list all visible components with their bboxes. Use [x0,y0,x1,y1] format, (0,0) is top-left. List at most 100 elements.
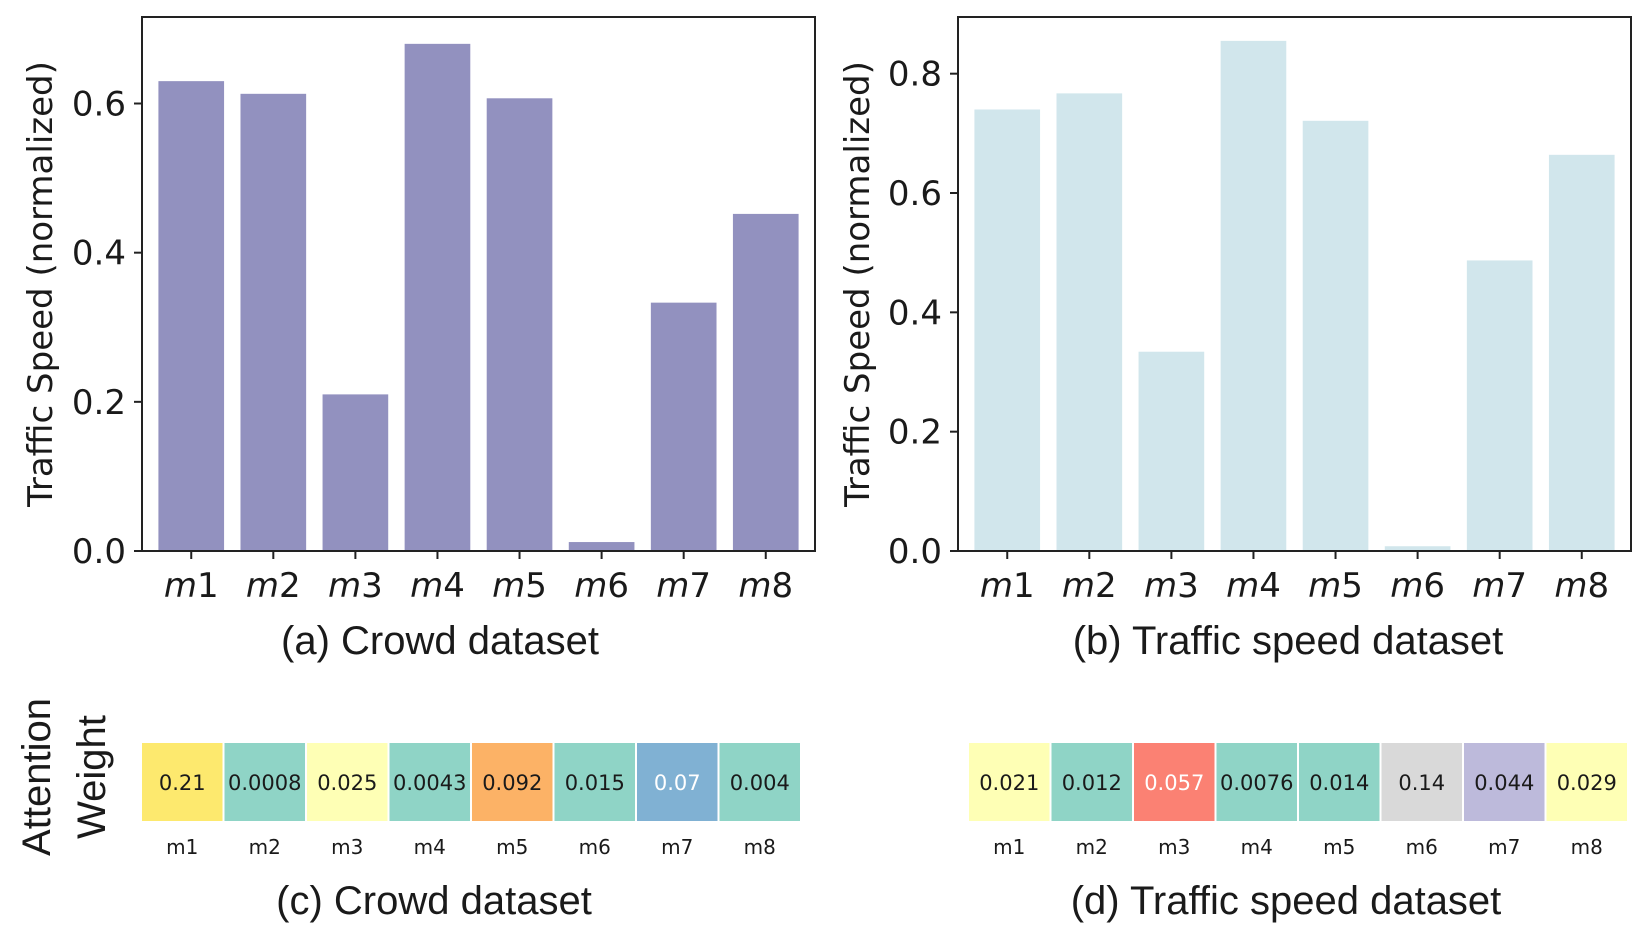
y-tick-label: 0.0 [72,532,126,572]
cell-label-m1: m1 [993,835,1025,859]
y-axis-label: Traffic Speed (normalized) [21,61,61,508]
caption-b: (b) Traffic speed dataset [1073,619,1504,663]
cell-label-m7: m7 [661,835,693,859]
y-tick-label: 0.6 [72,85,126,125]
bar-m4 [1220,40,1287,552]
heatmap-cell-m6 [552,741,637,823]
cell-value-m5: 0.092 [482,771,542,795]
y-tick-label: 0.8 [888,55,942,95]
bar-m6 [568,542,635,551]
cell-value-m7: 0.07 [654,771,701,795]
cell-value-m6: 0.015 [565,771,625,795]
plot-frame [957,16,1632,552]
cell-label-m7: m7 [1488,835,1520,859]
crowd-bar-chart: 0.0 0.2 0.4 0.6 m1 m2 m3 m4 m5 m6 m7 m8 Traffic Sp… [21,16,816,663]
cell-label-m3: m3 [331,835,363,859]
x-tick-label-m6: m6 [574,566,629,606]
y-tick-label: 0.4 [888,293,942,333]
x-tick-label-m7: m7 [1472,566,1527,606]
x-tick-label-m2: m2 [1062,566,1117,606]
bar-m5 [486,98,553,551]
cell-value-m1: 0.21 [159,771,206,795]
heatmap-cell-m8 [1544,741,1629,823]
heatmap-cell-m6 [1379,741,1464,823]
cell-label-m4: m4 [414,835,446,859]
x-tick-label-m4: m4 [410,566,465,606]
cell-label-m6: m6 [1406,835,1438,859]
attention-label-line1: Attention [15,698,59,856]
traffic-speed-bar-chart: 0.0 0.2 0.4 0.6 0.8 m1 m2 m3 m4 m5 m6 m7 m8 Traffic… [838,16,1632,663]
heatmap-cell-m2 [1049,741,1134,823]
cell-value-m4: 0.0076 [1220,771,1293,795]
bar-m7 [650,302,717,551]
crowd-attention-heatmap: 0.21 m1 0.0008 m2 0.025 m3 0.0043 m4 0.092 m5 0.01… [140,741,802,923]
heatmap-cell-m7 [1462,741,1547,823]
x-tick-label-m7: m7 [656,566,711,606]
cell-label-m8: m8 [1571,835,1603,859]
x-tick-label-m8: m8 [1554,566,1609,606]
y-tick-label: 0.0 [888,532,942,572]
heatmap-cell-m8 [717,741,802,823]
caption-a: (a) Crowd dataset [281,619,599,663]
bar-m8 [1548,154,1615,552]
x-tick-label-m6: m6 [1390,566,1445,606]
heatmap-cell-m4 [387,741,472,823]
bar-m3 [322,394,389,551]
heatmap-cell-m5 [470,741,555,823]
bar-m8 [732,213,799,551]
heatmap-cell-m1 [967,741,1052,823]
bar-m2 [240,93,307,552]
cell-value-m3: 0.057 [1144,771,1204,795]
bar-m4 [404,43,471,552]
plot-frame [141,16,816,552]
cell-label-m5: m5 [496,835,528,859]
heatmap-cell-m3 [1132,741,1217,823]
bar-m7 [1466,260,1533,551]
bar-m2 [1056,93,1123,552]
caption-c: (c) Crowd dataset [276,879,592,923]
cell-value-m4: 0.0043 [393,771,466,795]
caption-d: (d) Traffic speed dataset [1071,879,1502,923]
bar-m1 [158,81,225,552]
x-tick-label-m3: m3 [1144,566,1199,606]
heatmap-cell-m1 [140,741,225,823]
cell-value-m2: 0.012 [1062,771,1122,795]
cell-value-m8: 0.004 [730,771,790,795]
bar-m6 [1384,546,1451,551]
cell-value-m5: 0.014 [1309,771,1369,795]
cell-label-m4: m4 [1241,835,1273,859]
x-tick-label-m4: m4 [1226,566,1281,606]
x-tick-label-m2: m2 [246,566,301,606]
cell-label-m6: m6 [579,835,611,859]
x-tick-label-m1: m1 [980,566,1035,606]
cell-value-m1: 0.021 [979,771,1039,795]
x-tick-label-m8: m8 [738,566,793,606]
x-tick-label-m3: m3 [328,566,383,606]
x-tick-label-m5: m5 [1308,566,1363,606]
attention-label-line2: Weight [70,715,114,839]
heatmap-cell-m3 [305,741,390,823]
y-tick-label: 0.4 [72,234,126,274]
cell-value-m7: 0.044 [1474,771,1534,795]
cell-value-m2: 0.0008 [228,771,301,795]
bar-m1 [974,109,1041,552]
y-axis-label: Traffic Speed (normalized) [838,61,878,508]
bar-m5 [1302,120,1369,551]
cell-label-m8: m8 [744,835,776,859]
y-tick-label: 0.6 [888,174,942,214]
attention-weight-label: Attention Weight [15,698,114,856]
cell-label-m1: m1 [166,835,198,859]
cell-label-m5: m5 [1323,835,1355,859]
cell-value-m6: 0.14 [1398,771,1445,795]
cell-value-m8: 0.029 [1557,771,1617,795]
y-tick-label: 0.2 [888,413,942,453]
heatmap-cell-m2 [222,741,307,823]
cell-value-m3: 0.025 [317,771,377,795]
y-tick-label: 0.2 [72,383,126,423]
cell-label-m3: m3 [1158,835,1190,859]
bar-m3 [1138,351,1205,551]
traffic-speed-attention-heatmap: 0.021 m1 0.012 m2 0.057 m3 0.0076 m4 0.014 m5 0.14… [967,741,1629,923]
cell-label-m2: m2 [249,835,281,859]
cell-label-m2: m2 [1076,835,1108,859]
